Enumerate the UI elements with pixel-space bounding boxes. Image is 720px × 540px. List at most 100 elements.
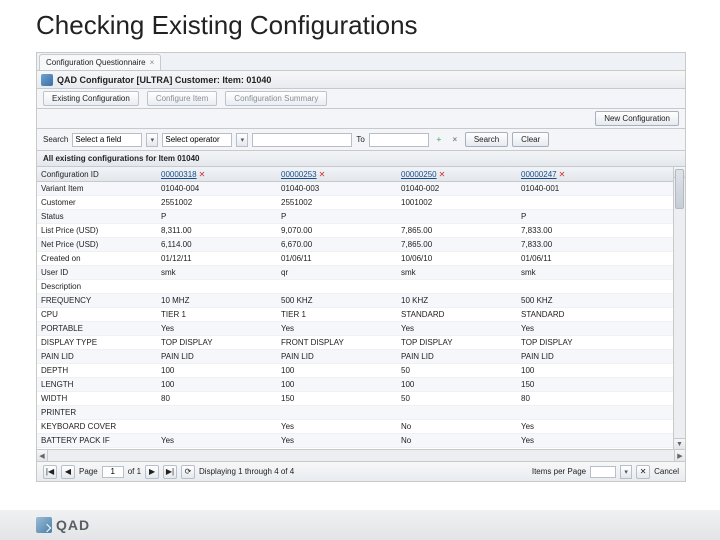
vertical-scrollbar[interactable]: ▲ ▼ xyxy=(673,167,685,449)
cancel-button[interactable]: ✕ xyxy=(636,465,650,479)
clear-button[interactable]: Clear xyxy=(512,132,549,147)
table-cell: TIER 1 xyxy=(157,310,277,319)
new-configuration-button[interactable]: New Configuration xyxy=(595,111,679,126)
table-cell: Yes xyxy=(397,324,517,333)
scroll-left-icon[interactable]: ◀ xyxy=(37,450,48,461)
last-page-button[interactable]: ▶| xyxy=(163,465,177,479)
row-label: Variant Item xyxy=(37,184,157,193)
config-id-link[interactable]: 00000247 xyxy=(521,170,557,179)
table-cell: Yes xyxy=(157,324,277,333)
table-row: CPUTIER 1TIER 1STANDARDSTANDARD xyxy=(37,308,673,322)
config-id-link[interactable]: 00000253 xyxy=(281,170,317,179)
table-cell: No xyxy=(397,422,517,431)
search-to-label: To xyxy=(356,135,364,144)
row-label: DISPLAY TYPE xyxy=(37,338,157,347)
page-number-input[interactable] xyxy=(102,466,124,478)
window-titlebar: QAD Configurator [ULTRA] Customer: Item:… xyxy=(37,71,685,89)
row-label: Status xyxy=(37,212,157,221)
table-row: Net Price (USD)6,114.006,670.007,865.007… xyxy=(37,238,673,252)
row-label: Net Price (USD) xyxy=(37,240,157,249)
row-label: BATTERY PACK IF xyxy=(37,436,157,445)
table-cell: P xyxy=(157,212,277,221)
table-cell: 6,670.00 xyxy=(277,240,397,249)
scroll-thumb[interactable] xyxy=(675,169,684,209)
table-cell: 500 KHZ xyxy=(517,296,637,305)
qad-logo: QAD xyxy=(36,517,90,533)
search-value-input[interactable] xyxy=(252,133,352,147)
add-criteria-icon[interactable]: + xyxy=(433,134,445,146)
next-page-button[interactable]: ▶ xyxy=(145,465,159,479)
step-configuration-summary[interactable]: Configuration Summary xyxy=(225,91,327,106)
table-row: KEYBOARD COVERYesNoYes xyxy=(37,420,673,434)
table-cell: 100 xyxy=(277,366,397,375)
table-cell: 150 xyxy=(277,394,397,403)
delete-config-icon[interactable]: ✕ xyxy=(199,170,206,179)
table-cell: Yes xyxy=(517,422,637,431)
app-window: Configuration Questionnaire × QAD Config… xyxy=(36,52,686,482)
row-label: Description xyxy=(37,282,157,291)
page-label: Page xyxy=(79,467,98,476)
table-row: PRINTER xyxy=(37,406,673,420)
table-cell: 100 xyxy=(397,380,517,389)
table-cell: 01/12/11 xyxy=(157,254,277,263)
tab-configuration-questionnaire[interactable]: Configuration Questionnaire × xyxy=(39,54,161,70)
table-row: Customer255100225510021001002 xyxy=(37,196,673,210)
page-size-label: Items per Page xyxy=(532,467,586,476)
page-size-dropdown[interactable]: ▾ xyxy=(620,465,632,479)
table-row: PORTABLEYesYesYesYes xyxy=(37,322,673,336)
table-cell: TOP DISPLAY xyxy=(397,338,517,347)
table-cell: 01/06/11 xyxy=(517,254,637,263)
delete-config-icon[interactable]: ✕ xyxy=(439,170,446,179)
scroll-right-icon[interactable]: ▶ xyxy=(674,450,685,461)
page-of-label: of 1 xyxy=(128,467,141,476)
step-configure-item[interactable]: Configure Item xyxy=(147,91,217,106)
table-cell: Yes xyxy=(157,436,277,445)
table-cell: 8,311.00 xyxy=(157,226,277,235)
table-cell: 100 xyxy=(277,380,397,389)
search-field-dropdown[interactable]: ▾ xyxy=(146,133,158,147)
delete-config-icon[interactable]: ✕ xyxy=(319,170,326,179)
table-cell: STANDARD xyxy=(397,310,517,319)
table-row: Description xyxy=(37,280,673,294)
table-cell: PAIN LID xyxy=(277,352,397,361)
close-icon[interactable]: × xyxy=(150,58,155,67)
row-label: Customer xyxy=(37,198,157,207)
row-label: List Price (USD) xyxy=(37,226,157,235)
row-label: WIDTH xyxy=(37,394,157,403)
search-field-input[interactable] xyxy=(72,133,142,147)
search-operator-dropdown[interactable]: ▾ xyxy=(236,133,248,147)
table-cell: 100 xyxy=(157,380,277,389)
table-cell: 01040-002 xyxy=(397,184,517,193)
app-icon xyxy=(41,74,53,86)
table-cell: 7,865.00 xyxy=(397,226,517,235)
row-label: DEPTH xyxy=(37,366,157,375)
config-id-link[interactable]: 00000318 xyxy=(161,170,197,179)
row-label: FREQUENCY xyxy=(37,296,157,305)
table-row: DISPLAY TYPETOP DISPLAYFRONT DISPLAYTOP … xyxy=(37,336,673,350)
slide-footer: QAD xyxy=(0,510,720,540)
row-label: PRINTER xyxy=(37,408,157,417)
search-button[interactable]: Search xyxy=(465,132,508,147)
table-cell: 2551002 xyxy=(277,198,397,207)
first-page-button[interactable]: |◀ xyxy=(43,465,57,479)
delete-config-icon[interactable]: ✕ xyxy=(559,170,566,179)
remove-criteria-icon[interactable]: × xyxy=(449,134,461,146)
table-cell: 7,865.00 xyxy=(397,240,517,249)
table-row: Created on01/12/1101/06/1110/06/1001/06/… xyxy=(37,252,673,266)
config-id-link[interactable]: 00000250 xyxy=(401,170,437,179)
table-cell: TIER 1 xyxy=(277,310,397,319)
horizontal-scrollbar[interactable]: ◀ ▶ xyxy=(37,449,685,461)
search-to-input[interactable] xyxy=(369,133,429,147)
step-existing-configuration[interactable]: Existing Configuration xyxy=(43,91,139,106)
search-operator-input[interactable] xyxy=(162,133,232,147)
table-cell: Yes xyxy=(277,422,397,431)
search-bar: Search ▾ ▾ To + × Search Clear xyxy=(37,129,685,151)
prev-page-button[interactable]: ◀ xyxy=(61,465,75,479)
scroll-down-icon[interactable]: ▼ xyxy=(674,438,685,449)
table-cell: 50 xyxy=(397,366,517,375)
page-size-input[interactable] xyxy=(590,466,616,478)
table-cell: PAIN LID xyxy=(517,352,637,361)
table-cell: 7,833.00 xyxy=(517,240,637,249)
comparison-grid: Configuration ID00000318✕00000253✕000002… xyxy=(37,167,673,449)
refresh-button[interactable]: ⟳ xyxy=(181,465,195,479)
